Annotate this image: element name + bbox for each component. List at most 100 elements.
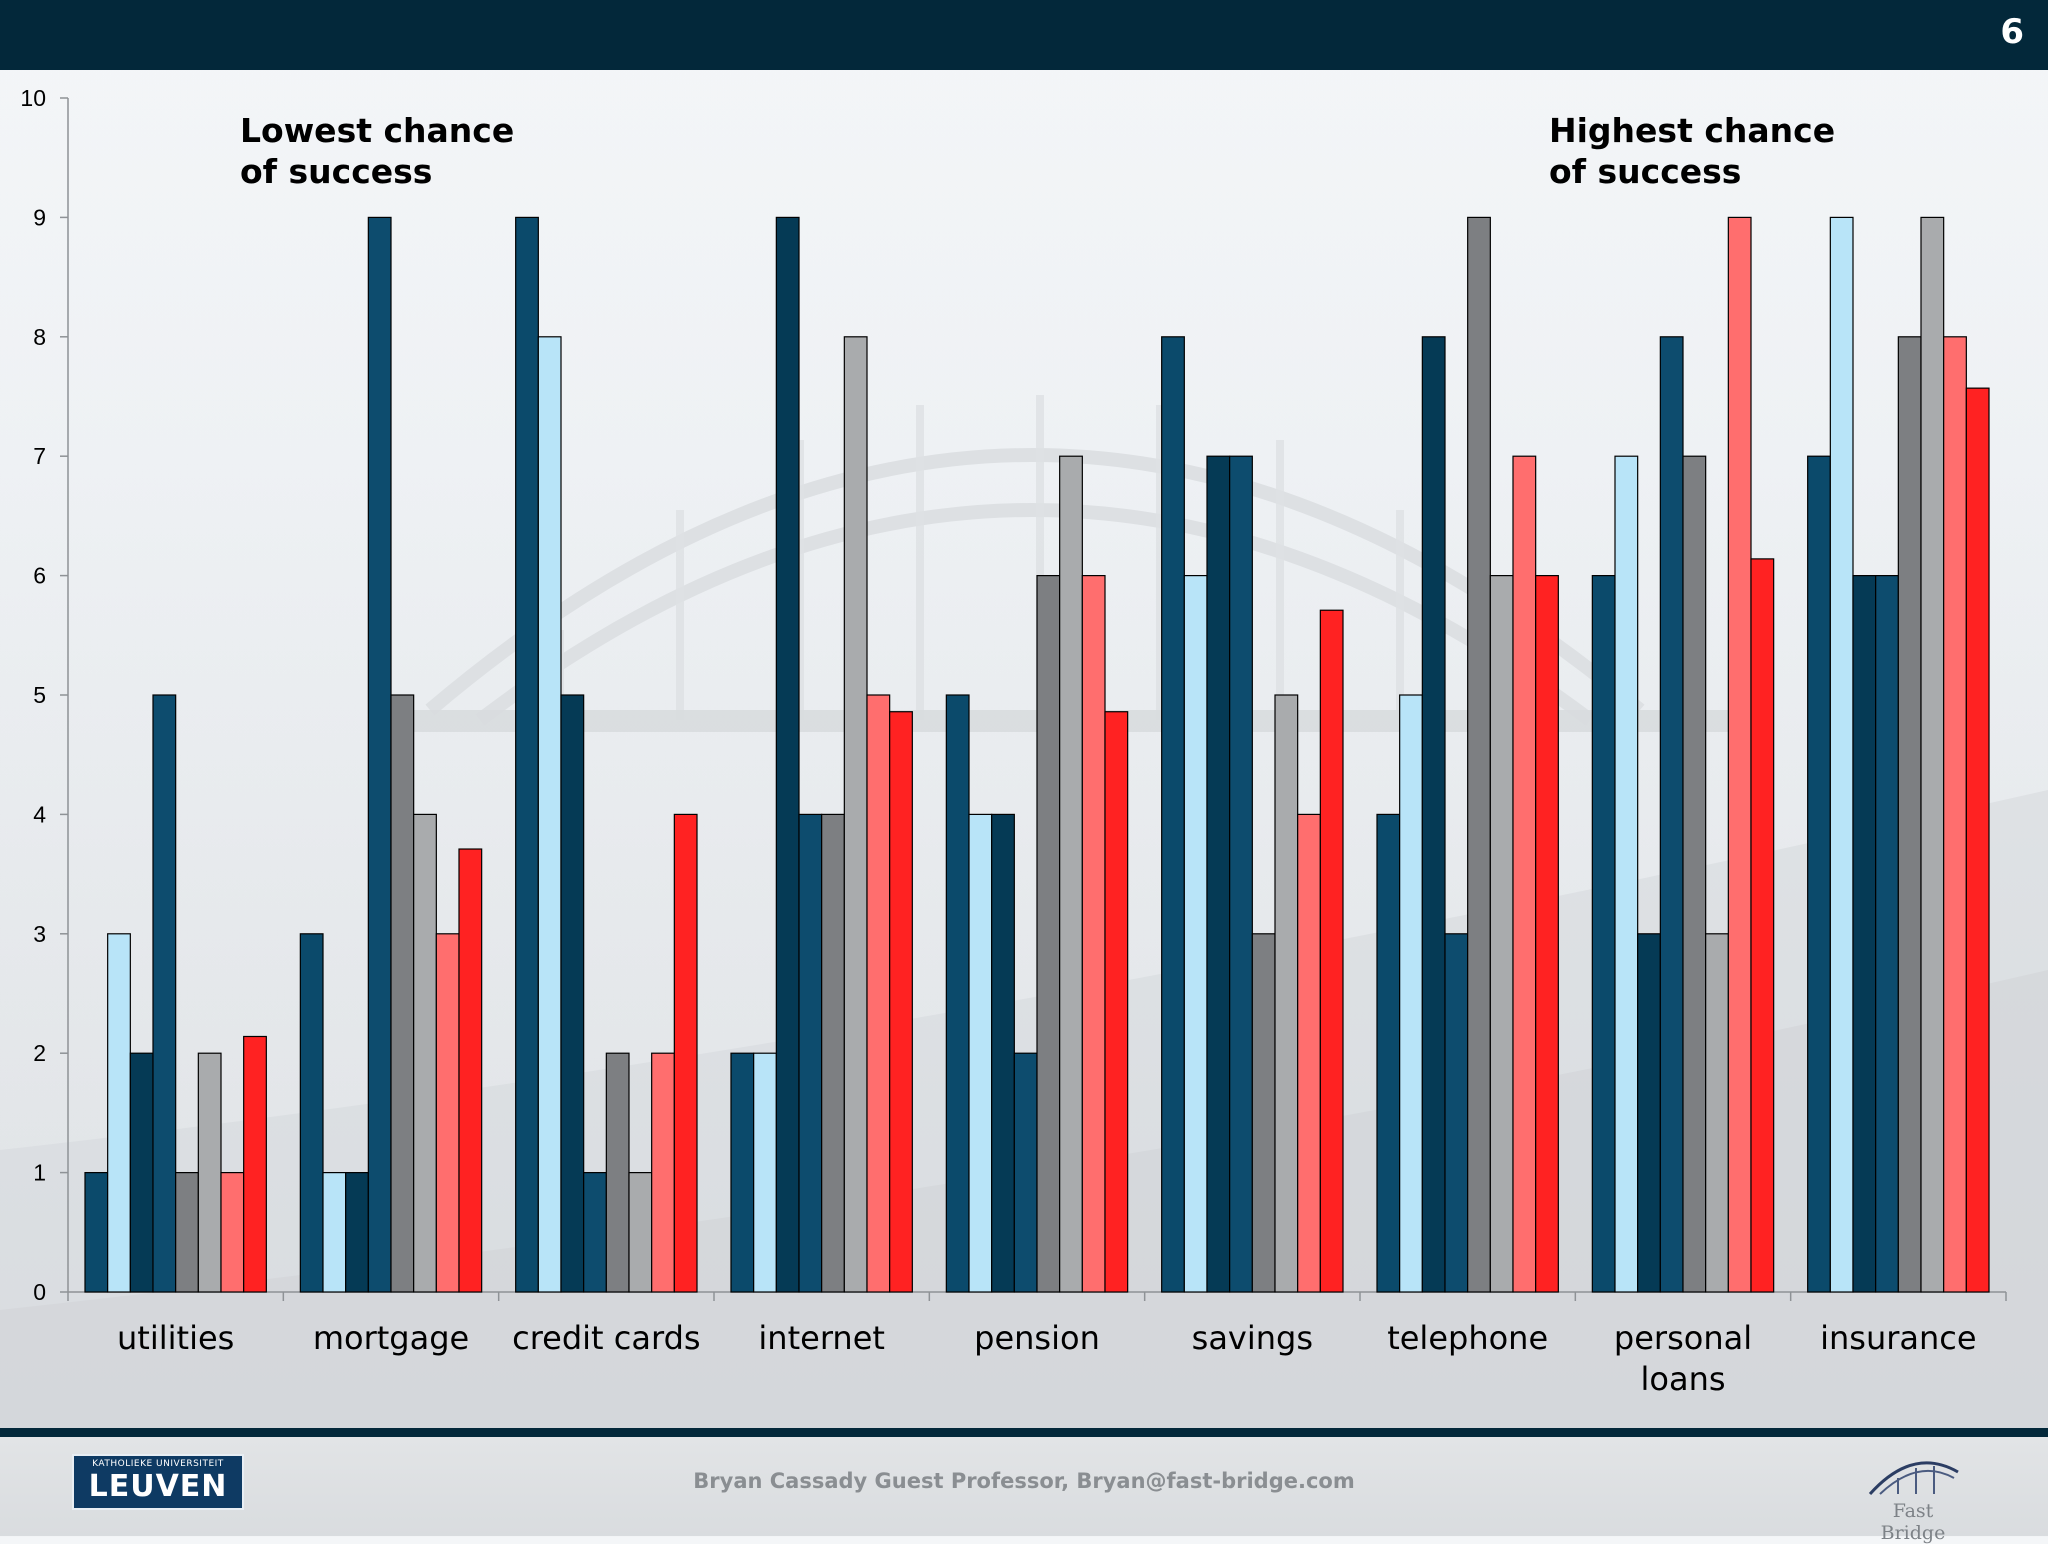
bar-series-6 (197, 1052, 222, 1293)
bar-series-7 (866, 694, 891, 1293)
bar-series-2 (968, 813, 993, 1293)
y-tick-label: 9 (33, 204, 46, 230)
y-tick-label: 4 (33, 801, 46, 827)
x-category-label: credit cards (512, 1319, 700, 1357)
y-tick-label: 6 (33, 563, 46, 589)
bar-series-5 (1036, 574, 1061, 1293)
bar-series-2 (107, 933, 131, 1293)
bar-series-1 (299, 933, 324, 1293)
bar-series-2 (1614, 455, 1639, 1293)
leuven-logo-subtitle: KATHOLIEKE UNIVERSITEIT (92, 1459, 224, 1469)
x-category-label: pension (974, 1319, 1100, 1357)
bar-average (673, 813, 698, 1293)
top-bar: 6 (0, 0, 2048, 70)
bar-series-7 (1512, 455, 1537, 1293)
bar-series-2 (1399, 694, 1423, 1293)
bar-series-4 (152, 694, 177, 1293)
bar-series-5 (1467, 216, 1491, 1293)
bar-series-7 (1081, 574, 1106, 1293)
leuven-logo: KATHOLIEKE UNIVERSITEIT LEUVEN (72, 1454, 244, 1510)
bar-average (889, 711, 913, 1293)
bar-series-2 (1183, 574, 1208, 1293)
bar-series-1 (945, 694, 970, 1293)
annotation-left-line1: Lowest chance (240, 111, 515, 150)
bar-series-1 (84, 1171, 109, 1293)
bar-series-6 (628, 1171, 653, 1293)
bar-average (1319, 609, 1344, 1293)
bar-series-5 (175, 1171, 199, 1293)
bar-series-2 (1829, 216, 1854, 1293)
bar-series-5 (390, 694, 415, 1293)
bar-series-6 (843, 336, 868, 1293)
bar-series-5 (1682, 455, 1707, 1293)
y-tick-label: 5 (33, 682, 46, 708)
bar-average (458, 848, 483, 1293)
bar-series-6 (1059, 455, 1083, 1293)
x-category-label: savings (1192, 1319, 1313, 1357)
bar-series-3 (345, 1171, 369, 1293)
bar-average (243, 1035, 267, 1293)
bar-series-4 (1013, 1052, 1038, 1293)
x-category-label: personal loans (1614, 1319, 1752, 1398)
page-number: 6 (2000, 12, 2024, 52)
bar-series-4 (1659, 336, 1684, 1293)
bar-series-1 (1376, 813, 1401, 1293)
annotation-lowest-chance: Lowest chance of success (240, 110, 514, 192)
bar-series-4 (583, 1171, 607, 1293)
bar-series-3 (775, 216, 800, 1293)
bar-series-6 (1705, 933, 1729, 1293)
bar-series-7 (1727, 216, 1752, 1293)
bar-series-7 (651, 1052, 675, 1293)
y-tick-label: 0 (33, 1279, 46, 1305)
bar-series-7 (1297, 813, 1321, 1293)
fast-bridge-logo-text: Fast Bridge (1880, 1500, 1946, 1544)
bar-series-5 (821, 813, 845, 1293)
bar-series-1 (515, 216, 539, 1293)
annotation-left-line2: of success (240, 152, 433, 191)
y-tick-label: 3 (33, 921, 46, 947)
bar-series-3 (1206, 455, 1231, 1293)
x-axis (67, 1291, 2007, 1301)
bar-series-1 (730, 1052, 755, 1293)
bar-series-1 (1807, 455, 1831, 1293)
bar-series-3 (560, 694, 585, 1293)
bar-average (1104, 711, 1129, 1293)
fast-bridge-logo: Fast Bridge (1858, 1444, 1968, 1544)
bar-average (1750, 558, 1775, 1293)
x-category-label: mortgage (313, 1319, 469, 1357)
bars (84, 216, 1990, 1293)
bar-series-7 (435, 933, 460, 1293)
bar-series-6 (1274, 694, 1299, 1293)
bar-series-2 (322, 1171, 347, 1293)
leuven-logo-title: LEUVEN (88, 1469, 228, 1504)
x-category-label: utilities (117, 1319, 234, 1357)
bar-series-4 (1875, 574, 1899, 1293)
bar-average (1535, 574, 1559, 1293)
bar-series-3 (1852, 574, 1877, 1293)
fast-bridge-arc-icon (1868, 1461, 1959, 1496)
bar-series-4 (1444, 933, 1469, 1293)
bar-series-3 (129, 1052, 154, 1293)
annotation-highest-chance: Highest chance of success (1549, 110, 1835, 192)
x-category-label: internet (758, 1319, 885, 1357)
y-tick-label: 8 (33, 324, 46, 350)
bar-series-4 (1229, 455, 1253, 1293)
bar-series-2 (753, 1052, 777, 1293)
bar-series-5 (1251, 933, 1276, 1293)
y-tick-label: 10 (20, 85, 46, 111)
bar-series-3 (1421, 336, 1446, 1293)
bar-average (1965, 387, 1990, 1293)
footer (0, 1437, 2048, 1536)
bar-series-7 (1943, 336, 1967, 1293)
bar-series-5 (1897, 336, 1922, 1293)
bar-series-3 (1637, 933, 1661, 1293)
bar-series-6 (1920, 216, 1945, 1293)
bar-series-4 (798, 813, 823, 1293)
footer-credit: Bryan Cassady Guest Professor, Bryan@fas… (693, 1469, 1355, 1493)
x-category-label: insurance (1820, 1319, 1976, 1357)
annotation-right-line1: Highest chance (1549, 111, 1836, 150)
bar-series-2 (537, 336, 562, 1293)
y-axis: 0 1 2 3 4 5 6 7 8 9 10 (20, 85, 69, 1305)
bar-series-3 (991, 813, 1015, 1293)
